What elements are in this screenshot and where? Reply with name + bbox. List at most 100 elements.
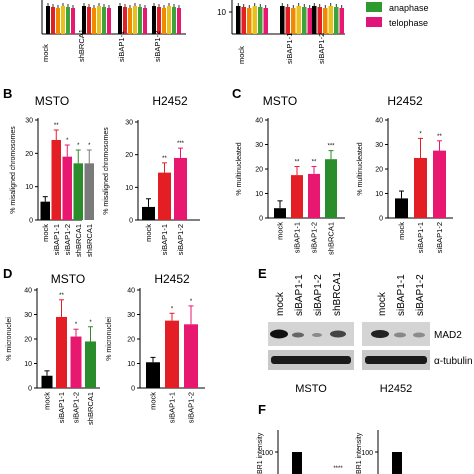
chart-title: MSTO [263, 94, 297, 108]
bar [308, 173, 320, 218]
strip-bar [102, 7, 106, 34]
bar [158, 172, 171, 220]
significance-label: ** [54, 123, 59, 129]
strip-bar [157, 7, 161, 34]
y-axis-label: % multinucleated [357, 142, 364, 195]
y-tick-label: 30 [25, 118, 33, 125]
strip-bar [92, 8, 96, 34]
blot-lane-h2452-sibap1-2: siBAP1-2 [415, 274, 426, 316]
panel-f-left-star: **** [333, 466, 343, 472]
blot-lane-h2452-mock: mock [377, 291, 388, 316]
strip-bar [56, 8, 60, 34]
panel-f-left-tick-label: 100 [261, 450, 273, 457]
bar [70, 336, 82, 388]
strip-bar [71, 8, 75, 34]
panel-a-left-cat-2: siBAP1-1 [117, 31, 126, 62]
significance-label: * [77, 143, 80, 149]
blot-lane-msto-sibap1-1: siBAP1-1 [294, 274, 305, 316]
x-category-label: shBRCA1 [74, 224, 83, 257]
panel-a: mock shBRCA1 siBAP1-1 siBAP1-2 10 mock s… [41, 0, 429, 64]
x-category-label: siBAP1-1 [168, 392, 177, 423]
blot-band [270, 329, 288, 339]
strip-bar [263, 8, 268, 34]
strip-bar [317, 7, 322, 34]
x-category-label: siBAP1-2 [435, 222, 444, 253]
x-category-label: mock [43, 392, 52, 410]
x-category-label: siBAP1-1 [293, 222, 302, 253]
chart-title: H2452 [152, 94, 188, 108]
strip-bar [46, 6, 50, 34]
bar [85, 341, 96, 388]
blot-band [292, 332, 304, 338]
x-category-label: siBAP1-2 [72, 392, 81, 423]
significance-label: *** [327, 144, 335, 150]
y-tick-label: 30 [255, 142, 263, 149]
significance-label: * [419, 131, 422, 137]
strip-bar [152, 6, 156, 34]
chart-title: MSTO [35, 94, 69, 108]
bar [84, 163, 94, 220]
significance-label: * [89, 320, 92, 326]
strip-bar [307, 8, 312, 34]
chart-c-h2452: H2452 0 10 20 30 40 % multinucleated mock * siBAP… [357, 94, 453, 253]
strip-bar [291, 8, 296, 34]
significance-label: ** [295, 160, 300, 166]
blot-band [394, 332, 406, 338]
x-category-label: siBAP1-1 [416, 222, 425, 253]
chart-b-h2452: H2452 0 10 20 30 % misaligned chromosomes mock… [103, 94, 200, 255]
blot-lane-h2452-sibap1-1: siBAP1-1 [396, 274, 407, 316]
strip-bar [162, 8, 166, 34]
y-axis-label: % multinucleated [236, 142, 243, 195]
strip-bar [323, 8, 328, 34]
panel-a-right-axes: 10 mock siBAP1-1 siBAP1-2 [217, 0, 345, 64]
y-tick-label: 30 [127, 312, 135, 319]
blot-band [330, 330, 346, 338]
chart-c-msto: MSTO 0 10 20 30 40 % multinucleated mock ** siBAP… [236, 94, 345, 255]
panel-a-right-cat-0: mock [237, 46, 246, 64]
panel-letter-f: F [258, 402, 266, 417]
strip-bar [236, 6, 241, 34]
strip-bar [296, 6, 301, 34]
panel-f-right-ylabel: BR1 intensity [356, 432, 363, 474]
y-tick-label: 0 [28, 386, 32, 393]
legend-label-anaphase: anaphase [389, 3, 429, 13]
x-category-label: shBRCA1 [85, 224, 94, 257]
panel-f-left-bar-mock [292, 452, 302, 474]
x-category-label: mock [149, 392, 158, 410]
strip-bar [312, 6, 317, 34]
panel-a-left-cat-3: siBAP1-2 [153, 31, 162, 62]
y-tick-label: 10 [125, 185, 133, 192]
blot-tubulin-band-msto [271, 356, 351, 364]
bar [325, 159, 337, 218]
bar [73, 163, 83, 220]
strip-bar [123, 7, 127, 34]
x-category-label: siBAP1-2 [63, 224, 72, 255]
panel-letter-b: B [3, 86, 12, 101]
chart-title: MSTO [51, 272, 85, 286]
blot-lane-msto-shbrca1: shBRCA1 [332, 272, 343, 316]
bar [40, 201, 50, 220]
panel-letter-c: C [232, 86, 242, 101]
y-tick-label: 10 [25, 184, 33, 191]
blot-band [312, 333, 322, 337]
panel-a-right-cat-2: siBAP1-2 [317, 33, 326, 64]
y-tick-label: 20 [127, 337, 135, 344]
blot-group-msto: MSTO [295, 383, 327, 395]
blot-band [413, 332, 425, 338]
chart-title: H2452 [387, 94, 423, 108]
bar [433, 150, 446, 218]
x-category-label: siBAP1-1 [57, 392, 66, 423]
bar [165, 320, 179, 388]
significance-label: *** [177, 141, 185, 147]
blot-label-tubulin: α-tubulin [434, 356, 473, 367]
panel-a-left-cat-1: shBRCA1 [77, 29, 86, 62]
y-tick-label: 20 [25, 151, 33, 158]
y-tick-label: 40 [255, 118, 263, 125]
bar [146, 362, 160, 388]
x-category-label: mock [144, 224, 153, 242]
y-axis-label: % misaligned chromosomes [10, 126, 17, 214]
strip-bar [66, 7, 70, 34]
panel-e-western-blot: mock siBAP1-1 siBAP1-2 shBRCA1 mock siBA… [268, 272, 473, 395]
